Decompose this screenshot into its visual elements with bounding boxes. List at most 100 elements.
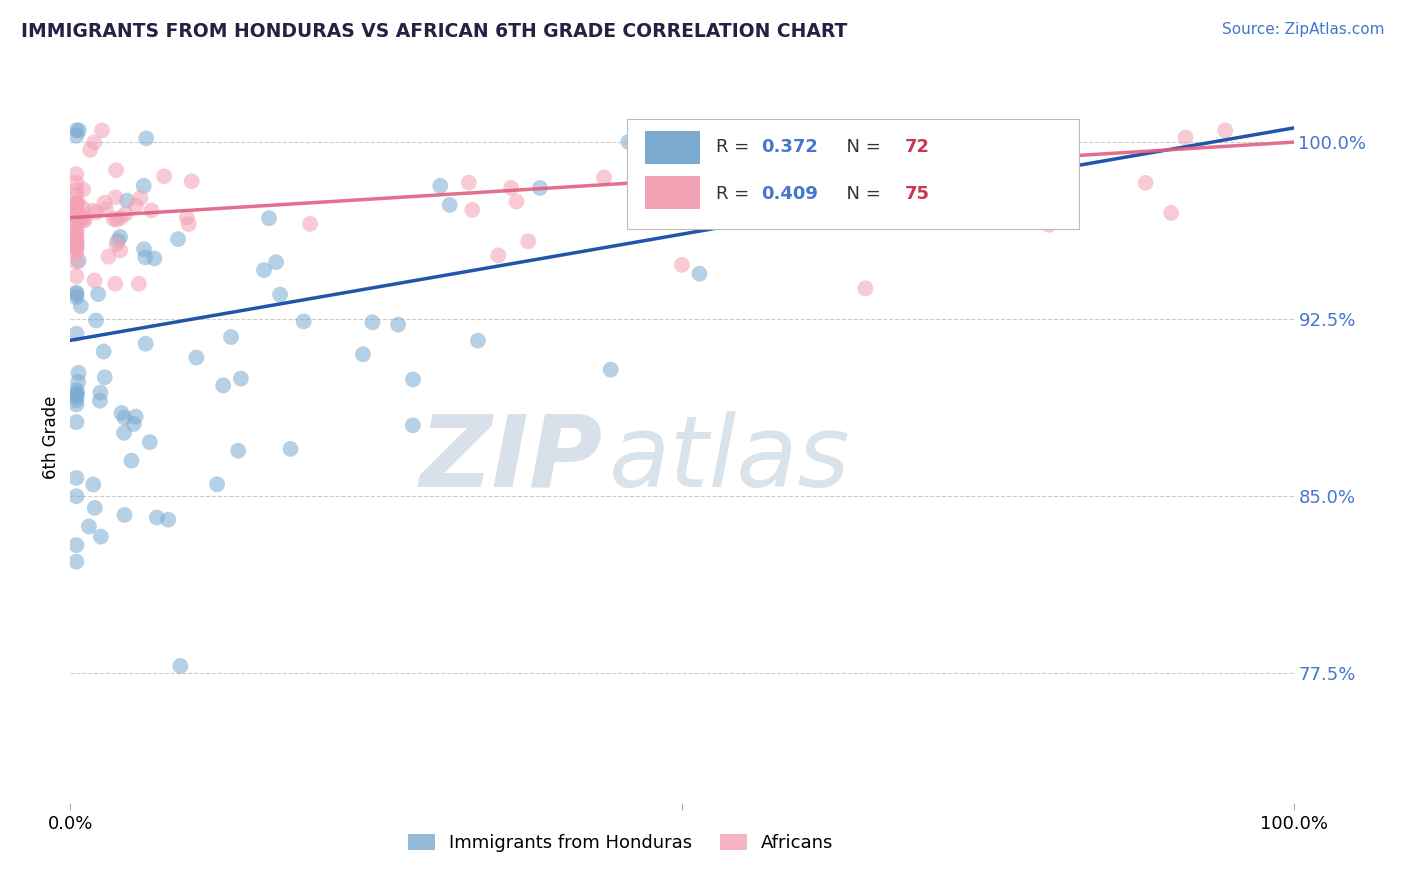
- Point: [1011, 153, 1033, 167]
- Point: [689, 267, 711, 281]
- Point: [67, 123, 90, 137]
- Point: [1038, 218, 1060, 232]
- Point: [226, 443, 249, 458]
- Text: 0.409: 0.409: [762, 185, 818, 202]
- FancyBboxPatch shape: [645, 130, 700, 163]
- Point: [110, 244, 132, 258]
- Point: [65, 383, 87, 397]
- Point: [65, 269, 87, 284]
- Point: [65, 233, 87, 247]
- Point: [65, 123, 87, 137]
- Point: [108, 230, 131, 244]
- Point: [157, 513, 180, 527]
- Point: [65, 183, 87, 197]
- Point: [134, 250, 156, 264]
- Point: [65, 242, 87, 256]
- Point: [205, 477, 228, 491]
- Point: [855, 281, 877, 295]
- Point: [93, 195, 115, 210]
- Point: [858, 123, 880, 137]
- Text: IMMIGRANTS FROM HONDURAS VS AFRICAN 6TH GRADE CORRELATION CHART: IMMIGRANTS FROM HONDURAS VS AFRICAN 6TH …: [21, 22, 848, 41]
- Point: [65, 188, 87, 202]
- Point: [439, 198, 461, 212]
- Point: [135, 131, 157, 145]
- Point: [83, 136, 105, 150]
- Point: [105, 163, 128, 178]
- Point: [91, 123, 114, 137]
- Point: [65, 223, 87, 237]
- Point: [65, 210, 87, 224]
- Point: [65, 241, 87, 255]
- Point: [83, 500, 105, 515]
- Point: [65, 128, 87, 143]
- Point: [980, 143, 1002, 157]
- Point: [593, 170, 616, 185]
- FancyBboxPatch shape: [627, 119, 1080, 228]
- Point: [65, 214, 87, 228]
- Point: [103, 211, 125, 226]
- Point: [105, 237, 128, 252]
- Point: [65, 389, 87, 403]
- Point: [264, 255, 287, 269]
- Text: N =: N =: [835, 138, 886, 156]
- Point: [517, 235, 540, 249]
- Point: [72, 210, 94, 224]
- Point: [65, 224, 87, 238]
- Point: [167, 232, 190, 246]
- Point: [280, 442, 302, 456]
- Point: [65, 217, 87, 231]
- Point: [65, 397, 87, 411]
- Point: [429, 178, 451, 193]
- Point: [65, 555, 87, 569]
- Point: [177, 217, 200, 231]
- Point: [69, 210, 91, 224]
- Y-axis label: 6th Grade: 6th Grade: [42, 395, 60, 479]
- Point: [82, 203, 104, 218]
- Point: [1174, 130, 1197, 145]
- Point: [122, 417, 145, 431]
- Point: [461, 202, 484, 217]
- Text: atlas: atlas: [609, 410, 851, 508]
- Point: [529, 181, 551, 195]
- Text: 0.372: 0.372: [762, 138, 818, 156]
- Text: Source: ZipAtlas.com: Source: ZipAtlas.com: [1222, 22, 1385, 37]
- Point: [114, 508, 136, 522]
- Point: [87, 287, 110, 301]
- Point: [65, 388, 87, 402]
- Point: [94, 202, 117, 216]
- Point: [69, 299, 91, 313]
- Point: [65, 196, 87, 211]
- Point: [143, 252, 166, 266]
- Point: [90, 530, 112, 544]
- Point: [352, 347, 374, 361]
- Point: [186, 351, 208, 365]
- Point: [67, 253, 90, 268]
- Point: [488, 248, 510, 262]
- Text: 72: 72: [904, 138, 929, 156]
- Point: [1213, 123, 1236, 137]
- Point: [66, 386, 89, 401]
- Point: [110, 211, 132, 225]
- Point: [124, 409, 146, 424]
- Point: [253, 263, 276, 277]
- Text: ZIP: ZIP: [419, 410, 602, 508]
- Point: [65, 231, 87, 245]
- Point: [457, 176, 479, 190]
- Point: [387, 318, 409, 332]
- Point: [66, 196, 89, 211]
- Point: [72, 201, 94, 215]
- Text: N =: N =: [835, 185, 886, 202]
- Point: [65, 235, 87, 250]
- Point: [112, 425, 135, 440]
- Point: [67, 375, 90, 389]
- Point: [671, 258, 693, 272]
- Point: [139, 435, 162, 450]
- Point: [153, 169, 176, 184]
- Point: [180, 174, 202, 188]
- Point: [110, 406, 132, 420]
- Point: [65, 239, 87, 253]
- Point: [67, 366, 90, 380]
- Point: [65, 255, 87, 269]
- Point: [292, 314, 315, 328]
- Point: [93, 344, 115, 359]
